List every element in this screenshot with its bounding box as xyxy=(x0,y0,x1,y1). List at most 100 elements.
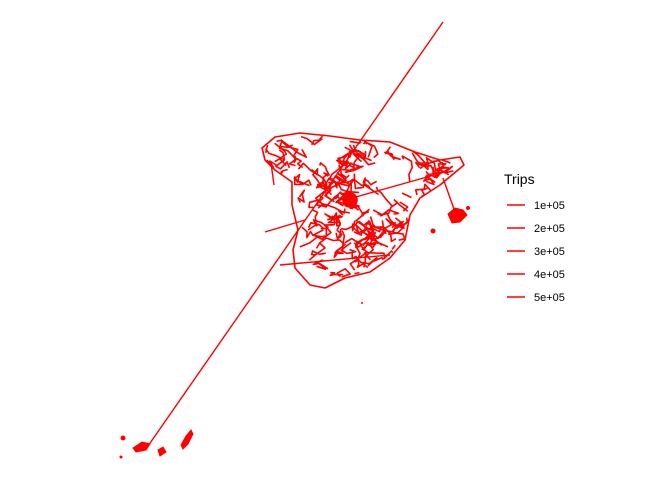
route-segment xyxy=(356,260,369,269)
route-segment xyxy=(425,157,437,171)
route-segment xyxy=(315,195,340,208)
route-segment xyxy=(297,189,306,203)
peninsula-outline xyxy=(261,132,465,289)
alboran-islet xyxy=(361,302,363,304)
route-segment xyxy=(384,151,401,161)
el-hierro-shape xyxy=(119,455,123,459)
route-segment xyxy=(268,161,273,164)
route-peninsula-to-balearics xyxy=(442,177,456,213)
route-segment xyxy=(412,150,426,165)
fuerteventura-shape xyxy=(180,429,194,450)
route-segment xyxy=(308,242,326,261)
route-segment xyxy=(361,211,370,217)
route-segment xyxy=(266,159,278,169)
route-segment xyxy=(348,144,366,161)
route-segment xyxy=(310,168,322,187)
route-segment xyxy=(441,159,451,164)
route-segment xyxy=(336,172,355,186)
route-segment xyxy=(377,226,386,239)
legend-label: 2e+05 xyxy=(534,223,565,235)
route-segment xyxy=(351,252,378,267)
route-segment xyxy=(375,186,394,208)
route-segment xyxy=(264,148,286,161)
route-segment xyxy=(338,161,362,170)
route-segment xyxy=(300,135,323,146)
route-segment xyxy=(396,220,405,229)
route-segment xyxy=(294,173,312,186)
route-segment xyxy=(367,143,373,158)
legend-label: 5e+05 xyxy=(534,292,565,304)
route-segment xyxy=(355,240,386,258)
route-segment xyxy=(318,173,333,191)
peninsula-route-network xyxy=(261,132,465,289)
route-segment xyxy=(362,140,368,145)
legend: Trips 1e+05 2e+05 3e+05 4e+05 5e+05 xyxy=(504,171,565,304)
route-segment xyxy=(280,140,299,158)
route-segment xyxy=(392,227,406,241)
route-segment xyxy=(264,144,269,153)
legend-label: 3e+05 xyxy=(534,246,565,258)
route-segment xyxy=(312,259,329,270)
route-segment xyxy=(319,162,330,177)
route-south-corridor xyxy=(279,254,391,266)
route-segment xyxy=(327,214,339,224)
legend-label: 1e+05 xyxy=(534,200,565,212)
tenerife-shape xyxy=(132,441,151,453)
route-segment xyxy=(381,250,394,261)
route-segment xyxy=(276,139,283,143)
route-segment xyxy=(349,140,362,144)
route-segment xyxy=(329,271,344,277)
route-segment xyxy=(312,223,336,241)
route-segment xyxy=(317,203,346,214)
route-segment xyxy=(362,177,371,189)
route-segment xyxy=(354,271,360,275)
balearic-islands xyxy=(430,206,470,234)
route-segment xyxy=(424,174,436,183)
route-segment xyxy=(307,209,319,231)
route-segment xyxy=(339,162,348,179)
route-segment xyxy=(280,168,288,175)
ibiza-shape xyxy=(430,228,436,234)
route-segment xyxy=(288,155,297,167)
route-segment xyxy=(373,256,384,262)
route-segment xyxy=(391,244,396,250)
route-segment xyxy=(353,173,378,190)
route-segment xyxy=(399,201,409,212)
route-segment xyxy=(324,213,343,221)
route-segment xyxy=(401,192,412,199)
route-segment xyxy=(335,228,342,241)
legend-title: Trips xyxy=(504,171,535,187)
gran-canaria-shape xyxy=(157,446,167,457)
route-segment xyxy=(353,178,380,196)
route-segment xyxy=(332,181,350,201)
menorca-shape xyxy=(466,206,470,210)
route-segment xyxy=(344,165,364,174)
route-segment xyxy=(331,174,351,199)
legend-entries: 1e+05 2e+05 3e+05 4e+05 5e+05 xyxy=(507,200,565,304)
route-segment xyxy=(351,220,369,234)
route-segment xyxy=(333,244,345,258)
route-segment xyxy=(401,155,413,183)
route-segment xyxy=(358,220,397,243)
route-segment xyxy=(278,147,304,169)
route-segment xyxy=(307,222,324,229)
route-segment xyxy=(425,170,441,179)
route-segment xyxy=(310,250,326,256)
route-segment xyxy=(385,218,403,228)
legend-label: 4e+05 xyxy=(534,269,565,281)
route-segment xyxy=(349,251,372,271)
route-segment xyxy=(318,237,347,246)
route-segment xyxy=(359,230,372,247)
madrid-hub xyxy=(342,192,358,208)
mallorca-shape xyxy=(447,207,468,224)
route-segment xyxy=(314,189,328,205)
route-segment xyxy=(377,209,400,217)
route-east-corridor xyxy=(344,171,446,201)
route-segment xyxy=(364,230,378,249)
route-segment xyxy=(328,164,341,189)
route-segment xyxy=(275,158,291,170)
route-segment xyxy=(279,139,308,158)
route-segment xyxy=(340,241,357,255)
route-segment xyxy=(414,183,432,196)
